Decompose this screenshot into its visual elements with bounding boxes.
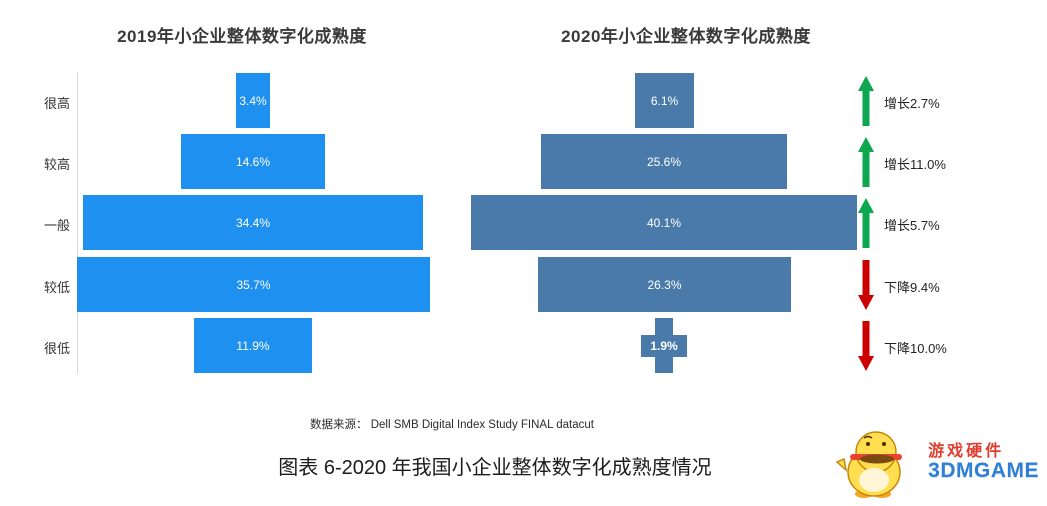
logo-text-cn: 游戏硬件 xyxy=(928,442,1005,460)
category-label-2: 一般 xyxy=(43,217,70,233)
bar-value-label: 6.1% xyxy=(650,93,679,108)
data-source-label: 数据来源： Dell SMB Digital Index Study FINAL… xyxy=(310,419,594,431)
down-arrow-icon xyxy=(858,320,874,376)
bar-s0-r3: 35.7% xyxy=(77,257,430,312)
change-label-0: 增长2.7% xyxy=(884,95,940,111)
bar-value-label: 3.4% xyxy=(239,93,267,108)
bar-value-label: 26.3% xyxy=(647,277,682,292)
bar-value-label: 11.9% xyxy=(236,338,270,353)
up-arrow-icon xyxy=(858,136,874,192)
bar-s1-r1: 25.6% xyxy=(541,134,787,189)
bar-s1-r2: 40.1% xyxy=(471,195,857,250)
category-label-4: 很低 xyxy=(43,340,70,356)
category-label-3: 较低 xyxy=(43,279,70,295)
bar-value-label: 34.4% xyxy=(235,215,271,230)
change-label-1: 增长11.0% xyxy=(884,156,946,172)
bar-s0-r0: 3.4% xyxy=(236,73,270,128)
figure-caption: 图表 6-2020 年我国小企业整体数字化成熟度情况 xyxy=(278,457,712,479)
change-label-4: 下降10.0% xyxy=(884,340,947,356)
bar-value-label: 14.6% xyxy=(235,154,271,169)
bar-s0-r2: 34.4% xyxy=(83,195,423,250)
bar-s1-r3: 26.3% xyxy=(538,257,791,312)
y-axis-line xyxy=(77,72,78,374)
bar-value-chip-s1-r4: 1.9% xyxy=(641,334,687,357)
category-label-0: 很高 xyxy=(43,95,70,111)
chick-mascot-icon xyxy=(835,431,903,498)
bar-s0-r4: 11.9% xyxy=(194,318,312,373)
down-arrow-icon xyxy=(858,259,874,315)
bar-value-label: 25.6% xyxy=(646,154,682,169)
bar-value-label: 35.7% xyxy=(236,277,271,292)
chart-title-2019: 2019年小企业整体数字化成熟度 xyxy=(117,27,367,46)
bar-s0-r1: 14.6% xyxy=(181,134,325,189)
chart-title-2020: 2020年小企业整体数字化成熟度 xyxy=(561,27,811,46)
bar-value-label: 40.1% xyxy=(646,215,682,230)
bar-s1-r0: 6.1% xyxy=(635,73,694,128)
3dmgame-logo: 游戏硬件 3DMGAME xyxy=(834,426,1039,500)
change-label-2: 增长5.7% xyxy=(884,217,940,233)
up-arrow-icon xyxy=(858,75,874,131)
up-arrow-icon xyxy=(858,197,874,253)
logo-text-en: 3DMGAME xyxy=(928,459,1039,483)
category-label-1: 较高 xyxy=(43,156,70,172)
change-label-3: 下降9.4% xyxy=(884,279,940,295)
